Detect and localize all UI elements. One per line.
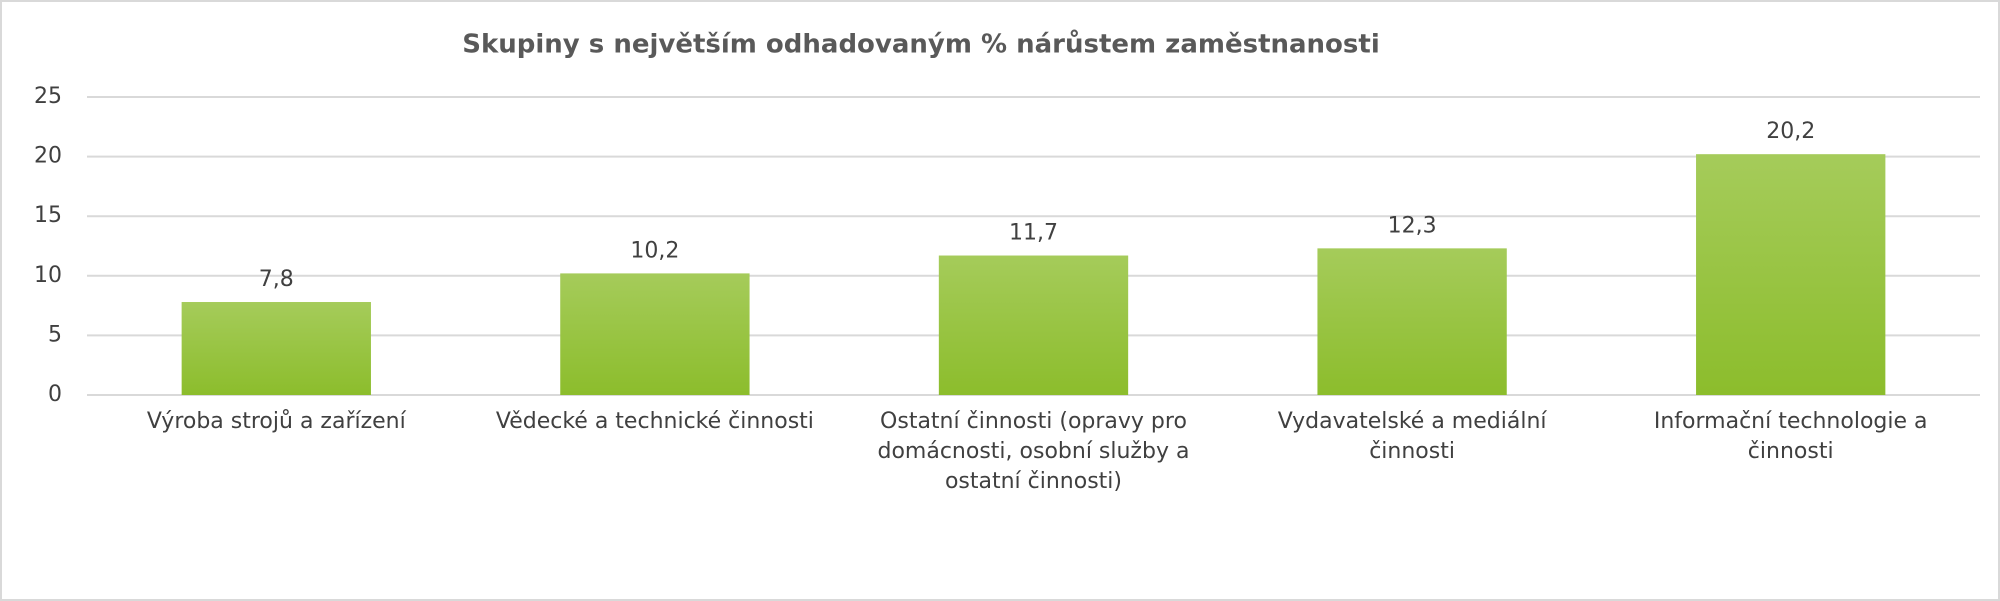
chart-title: Skupiny s největším odhadovaným % nárůst… bbox=[462, 29, 1380, 60]
x-tick-label: Vydavatelské a mediální činnosti bbox=[1277, 409, 1547, 464]
y-tick-label: 25 bbox=[34, 84, 62, 109]
x-tick-label: Informační technologie a činnosti bbox=[1653, 409, 1928, 464]
y-tick-label: 5 bbox=[48, 322, 62, 347]
x-tick-label: Výroba strojů a zařízení bbox=[146, 409, 406, 434]
bar-shine bbox=[1317, 248, 1507, 395]
data-label: 10,2 bbox=[630, 238, 679, 263]
y-tick-label: 10 bbox=[34, 263, 62, 288]
x-tick-label: Ostatní činnosti (opravy pro domácnosti,… bbox=[877, 409, 1190, 494]
bar-shine bbox=[938, 255, 1129, 395]
data-label: 20,2 bbox=[1766, 119, 1815, 144]
data-label: 11,7 bbox=[1009, 221, 1058, 246]
x-tick-label: Vědecké a technické činnosti bbox=[495, 409, 814, 434]
y-tick-label: 20 bbox=[34, 144, 62, 169]
bar-shine bbox=[181, 302, 371, 395]
data-label: 12,3 bbox=[1388, 213, 1437, 238]
y-tick-label: 15 bbox=[34, 203, 62, 228]
data-label: 7,8 bbox=[259, 267, 294, 292]
bar-shine bbox=[560, 273, 750, 395]
bar-shine bbox=[1696, 154, 1886, 395]
y-tick-label: 0 bbox=[48, 382, 62, 407]
